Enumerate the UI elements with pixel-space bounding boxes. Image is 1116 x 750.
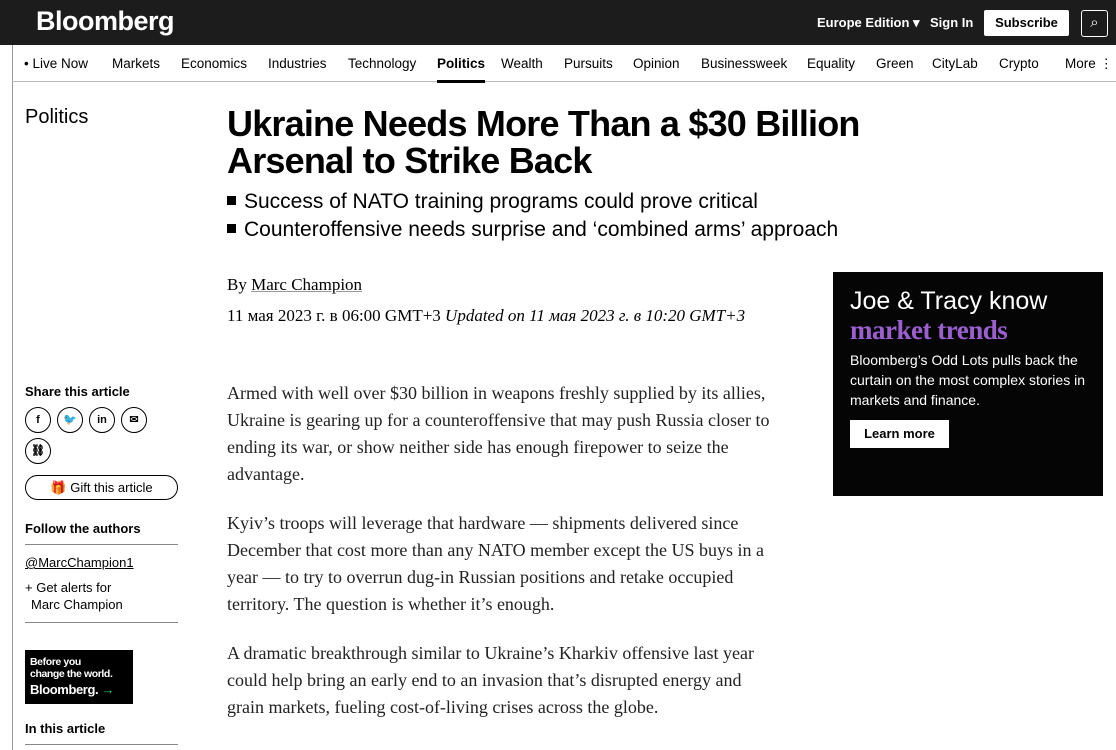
nav-more[interactable]: More ⋮ <box>1065 56 1114 71</box>
facebook-icon[interactable]: f <box>25 407 51 433</box>
learn-more-button[interactable]: Learn more <box>850 420 949 448</box>
sign-in-link[interactable]: Sign In <box>930 15 974 30</box>
main-nav: • Live Now Markets Economics Industries … <box>12 45 1116 83</box>
promo-line: change the world. <box>30 668 113 680</box>
share-title: Share this article <box>25 384 130 399</box>
paragraph: Armed with well over $30 billion in weap… <box>227 383 770 484</box>
divider <box>25 622 178 623</box>
nav-pursuits[interactable]: Pursuits <box>564 56 613 71</box>
by-label: By <box>227 275 252 294</box>
published: 11 мая 2023 г. в 06:00 GMT+3 <box>227 306 446 325</box>
nav-technology[interactable]: Technology <box>348 56 417 71</box>
arrow-right-icon: → <box>101 682 115 697</box>
in-this-article-title: In this article <box>25 721 106 736</box>
summary-bullet: Counteroffensive needs surprise and ‘com… <box>227 218 838 242</box>
nav-markets[interactable]: Markets <box>112 56 161 71</box>
nav-green[interactable]: Green <box>876 56 914 71</box>
divider <box>25 544 178 545</box>
nav-businessweek[interactable]: Businessweek <box>701 56 788 71</box>
nav-citylab[interactable]: CityLab <box>932 56 978 71</box>
podcast-ad[interactable]: Joe & Tracy know market trends Bloomberg… <box>833 272 1103 496</box>
promo-line: Before you <box>30 656 81 668</box>
follow-title: Follow the authors <box>25 521 141 536</box>
updated: Updated on 11 мая 2023 г. в 10:20 GMT+3 <box>445 306 746 325</box>
nav-crypto[interactable]: Crypto <box>999 56 1039 71</box>
nav-live-now[interactable]: • Live Now <box>24 56 88 71</box>
ad-body: Bloomberg’s Odd Lots pulls back the curt… <box>850 352 1085 408</box>
get-alerts-link[interactable]: + Get alerts for <box>25 580 112 595</box>
divider <box>25 744 178 745</box>
nav-industries[interactable]: Industries <box>268 56 327 71</box>
link-icon[interactable]: ⛓ <box>25 438 51 464</box>
nav-wealth[interactable]: Wealth <box>501 56 543 71</box>
twitter-handle-link[interactable]: @MarcChampion1 <box>25 555 134 570</box>
search-icon[interactable]: ⌕ <box>1081 10 1108 37</box>
section-label[interactable]: Politics <box>25 106 89 128</box>
alerts-author[interactable]: Marc Champion <box>31 597 123 612</box>
top-bar: Bloomberg Europe Edition ▾ Sign In Subsc… <box>0 0 1116 45</box>
twitter-icon[interactable]: 🐦 <box>57 407 83 433</box>
author-link[interactable]: Marc Champion <box>251 275 363 294</box>
nav-politics[interactable]: Politics <box>437 56 486 83</box>
nav-opinion[interactable]: Opinion <box>633 56 680 71</box>
linkedin-icon[interactable]: in <box>89 407 115 433</box>
email-icon[interactable]: ✉ <box>121 407 147 433</box>
promo-brand: Bloomberg. → <box>30 682 128 698</box>
paragraph: A dramatic breakthrough similar to Ukrai… <box>227 643 755 717</box>
bloomberg-logo[interactable]: Bloomberg <box>36 6 175 36</box>
promo-banner[interactable]: Before you change the world. Bloomberg. … <box>25 650 133 704</box>
nav-equality[interactable]: Equality <box>807 56 856 71</box>
nav-economics[interactable]: Economics <box>181 56 248 71</box>
summary-bullet: Success of NATO training programs could … <box>227 190 758 214</box>
paragraph: Kyiv’s troops will leverage that hardwar… <box>227 513 765 614</box>
subscribe-button[interactable]: Subscribe <box>984 10 1069 36</box>
edition-selector[interactable]: Europe Edition ▾ <box>817 15 920 30</box>
gift-article-button[interactable]: 🎁 Gift this article <box>25 475 178 500</box>
ad-highlight: market trends <box>850 315 1008 345</box>
ad-headline: Joe & Tracy know <box>850 287 1048 315</box>
byline: By Marc Champion <box>227 275 362 295</box>
promo-brand-text: Bloomberg. <box>30 682 99 697</box>
divider <box>12 45 13 750</box>
publish-date: 11 мая 2023 г. в 06:00 GMT+3 Updated on … <box>227 302 767 329</box>
article-title: Ukraine Needs More Than a $30 Billion Ar… <box>227 103 860 181</box>
